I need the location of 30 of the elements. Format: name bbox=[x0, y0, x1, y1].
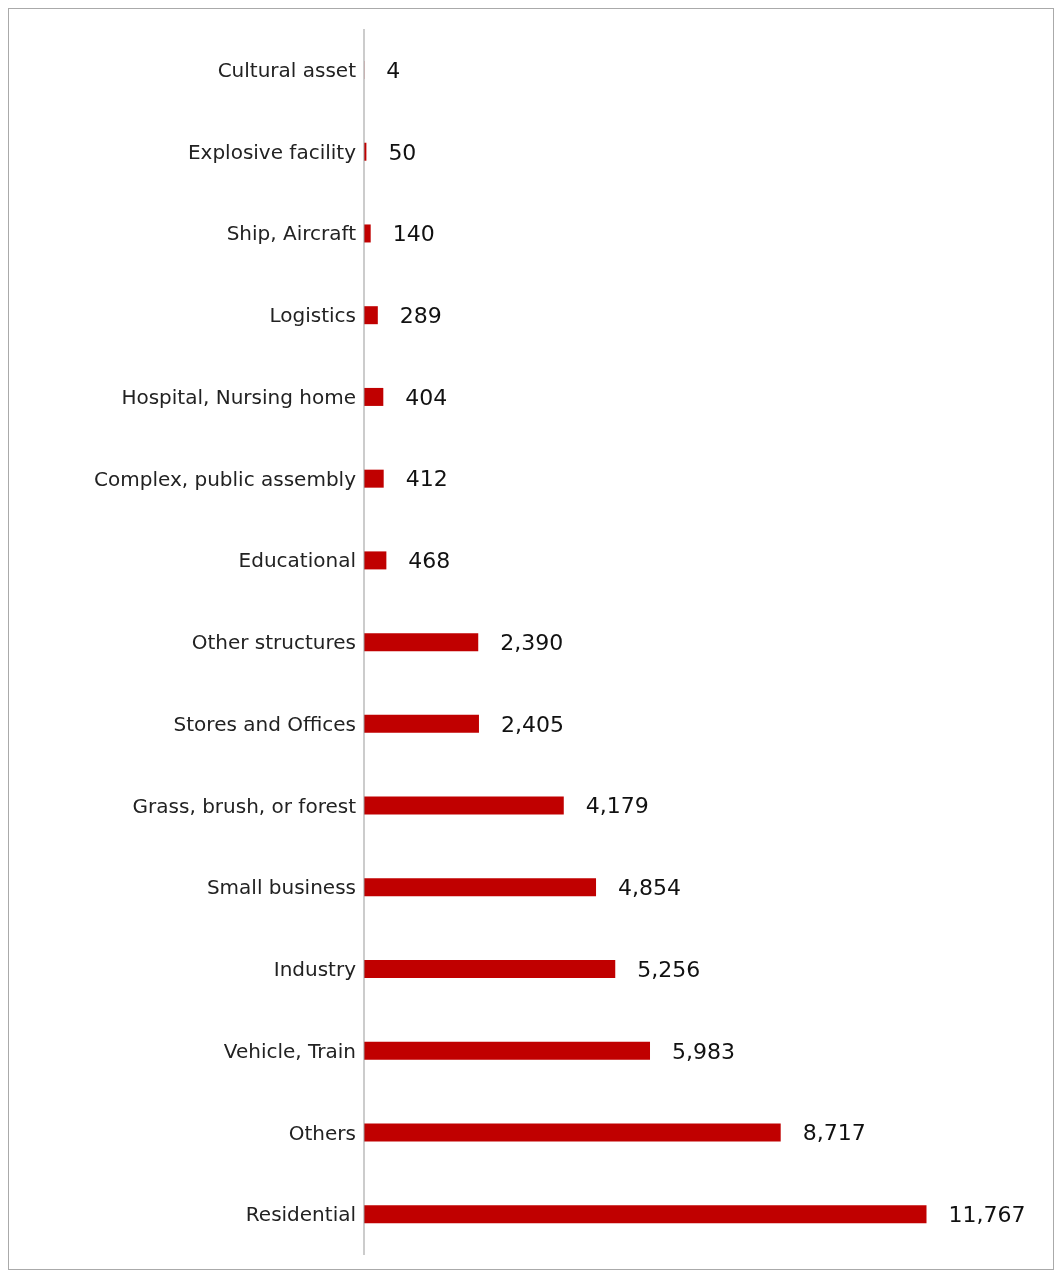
y-tick-label: Stores and Offices bbox=[173, 711, 356, 736]
y-tick-label: Other structures bbox=[191, 630, 356, 655]
y-tick-label: Grass, brush, or forest bbox=[132, 793, 357, 818]
data-label: 4,854 bbox=[618, 875, 682, 901]
data-label: 468 bbox=[408, 548, 451, 574]
data-label: 5,983 bbox=[672, 1038, 735, 1064]
y-tick-label: Ship, Aircraft bbox=[226, 221, 357, 246]
data-label: 11,767 bbox=[948, 1202, 1026, 1228]
y-tick-label: Vehicle, Train bbox=[223, 1038, 356, 1063]
data-label: 5,256 bbox=[637, 956, 701, 982]
y-tick-label: Residential bbox=[245, 1202, 356, 1227]
data-label: 8,717 bbox=[802, 1120, 866, 1146]
y-tick-label: Cultural asset bbox=[217, 57, 357, 82]
data-label: 404 bbox=[405, 384, 448, 410]
y-tick-label: Educational bbox=[238, 548, 356, 573]
data-label: 2,405 bbox=[500, 711, 564, 737]
data-label: 412 bbox=[405, 466, 448, 492]
data-label: 4 bbox=[386, 57, 401, 83]
y-tick-label: Industry bbox=[273, 957, 357, 982]
data-label: 2,390 bbox=[500, 629, 564, 655]
data-label: 4,179 bbox=[585, 793, 649, 819]
data-label: 140 bbox=[392, 221, 435, 247]
y-tick-label: Others bbox=[288, 1120, 356, 1145]
data-label: 289 bbox=[399, 303, 442, 329]
y-tick-label: Logistics bbox=[269, 303, 356, 328]
y-tick-label: Complex, public assembly bbox=[94, 466, 357, 491]
y-tick-label: Small business bbox=[206, 875, 356, 900]
data-label: 50 bbox=[388, 139, 417, 165]
y-tick-label: Hospital, Nursing home bbox=[121, 384, 356, 409]
y-tick-label: Explosive facility bbox=[187, 139, 357, 164]
